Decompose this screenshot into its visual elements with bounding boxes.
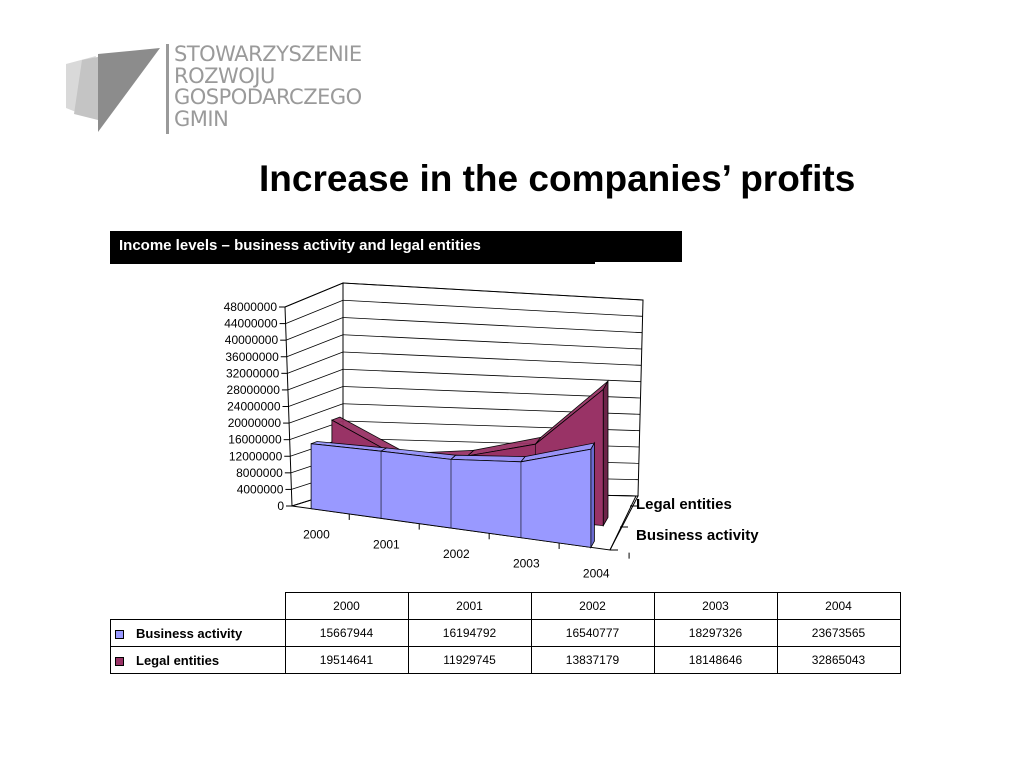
gridline-back <box>342 299 643 317</box>
x-tick-label: 2000 <box>303 528 330 542</box>
y-tick-label: 8000000 <box>236 466 283 480</box>
y-tick-label: 20000000 <box>228 416 282 430</box>
table-header-year: 2004 <box>776 592 901 620</box>
logo-line: STOWARZYSZENIE <box>174 42 362 66</box>
table-header-row: 2000 2001 2002 2003 2004 <box>110 592 901 620</box>
logo-line: ROZWOJU <box>174 63 275 88</box>
row-label-legal-entities: Legal entities <box>110 646 286 674</box>
table-cell: 11929745 <box>407 646 532 674</box>
gridline-side <box>285 299 344 324</box>
y-tick-label: 44000000 <box>224 317 278 331</box>
table-header-year: 2003 <box>653 592 778 620</box>
table-corner <box>110 592 285 620</box>
table-cell: 16194792 <box>407 619 532 647</box>
legend-legal-entities: Legal entities <box>636 496 732 513</box>
y-tick-label: 48000000 <box>224 300 278 314</box>
chart-subtitle: Income levels – business activity and le… <box>119 237 481 254</box>
gridline-side <box>288 386 344 407</box>
table-cell: 23673565 <box>776 619 901 647</box>
gridline-side <box>287 351 344 374</box>
table-header-year: 2002 <box>530 592 655 620</box>
table-cell: 15667944 <box>284 619 409 647</box>
gridline-side <box>286 334 344 358</box>
depth-axis <box>609 495 637 551</box>
area-chart-3d: 0 4000000 8000000 12000000 16000000 20000000 2… <box>224 282 644 580</box>
x-tick-label: 2001 <box>373 537 400 551</box>
row-label-business-activity: Business activity <box>110 619 286 647</box>
table-row: Business activity 15667944 16194792 1654… <box>110 619 901 647</box>
legal-entities-end-cap <box>602 379 609 528</box>
data-table: 2000 2001 2002 2003 2004 Business activi… <box>110 592 901 674</box>
subtitle-banner-shadow <box>110 258 595 264</box>
y-tick-label: 32000000 <box>226 366 280 380</box>
table-row: Legal entities 19514641 11929745 1383717… <box>110 646 901 674</box>
x-tick-label: 2003 <box>513 557 540 571</box>
row-label-text: Business activity <box>136 625 243 641</box>
row-label-text: Legal entities <box>136 652 220 668</box>
y-tick-label: 4000000 <box>237 482 284 496</box>
logo-line: GOSPODARCZEGO <box>174 85 362 109</box>
x-tick-label: 2002 <box>443 547 470 561</box>
y-tick-label: 12000000 <box>229 449 283 463</box>
table-cell: 19514641 <box>284 646 409 674</box>
table-cell: 18297326 <box>653 619 778 647</box>
table-cell: 18148646 <box>653 646 778 674</box>
y-tick-label: 28000000 <box>227 383 281 397</box>
legend-business-activity: Business activity <box>636 527 759 544</box>
gridline-side <box>288 403 344 424</box>
y-tick-label: 24000000 <box>227 400 281 414</box>
gridline-back <box>342 351 642 366</box>
table-cell: 13837179 <box>530 646 655 674</box>
table-cell: 32865043 <box>776 646 901 674</box>
business-activity-end-cap <box>590 441 595 549</box>
gridline-back <box>342 317 643 334</box>
gridline-back <box>342 368 641 383</box>
x-tick-label: 2004 <box>583 566 610 580</box>
table-header-year: 2000 <box>284 592 409 620</box>
subtitle-banner <box>110 231 682 262</box>
logo-wordmark: STOWARZYSZENIE ROZWOJU GOSPODARCZEGO GMI… <box>174 42 362 131</box>
gridline-back <box>342 334 642 350</box>
table-header-year: 2001 <box>407 592 532 620</box>
organization-logo <box>66 44 169 134</box>
gridline-back <box>342 282 644 301</box>
gridline-side <box>287 368 344 391</box>
logo-line: GMIN <box>174 106 229 131</box>
page-title: Increase in the companies’ profits <box>259 158 856 199</box>
y-tick-label: 40000000 <box>225 333 279 347</box>
table-cell: 16540777 <box>530 619 655 647</box>
y-tick-label: 0 <box>277 499 284 513</box>
y-tick-label: 16000000 <box>228 433 282 447</box>
legal-entities-swatch <box>115 656 124 666</box>
business-activity-swatch <box>115 629 124 639</box>
y-tick-label: 36000000 <box>225 350 279 364</box>
gridline-side <box>284 282 344 308</box>
gridline-side <box>286 317 344 341</box>
